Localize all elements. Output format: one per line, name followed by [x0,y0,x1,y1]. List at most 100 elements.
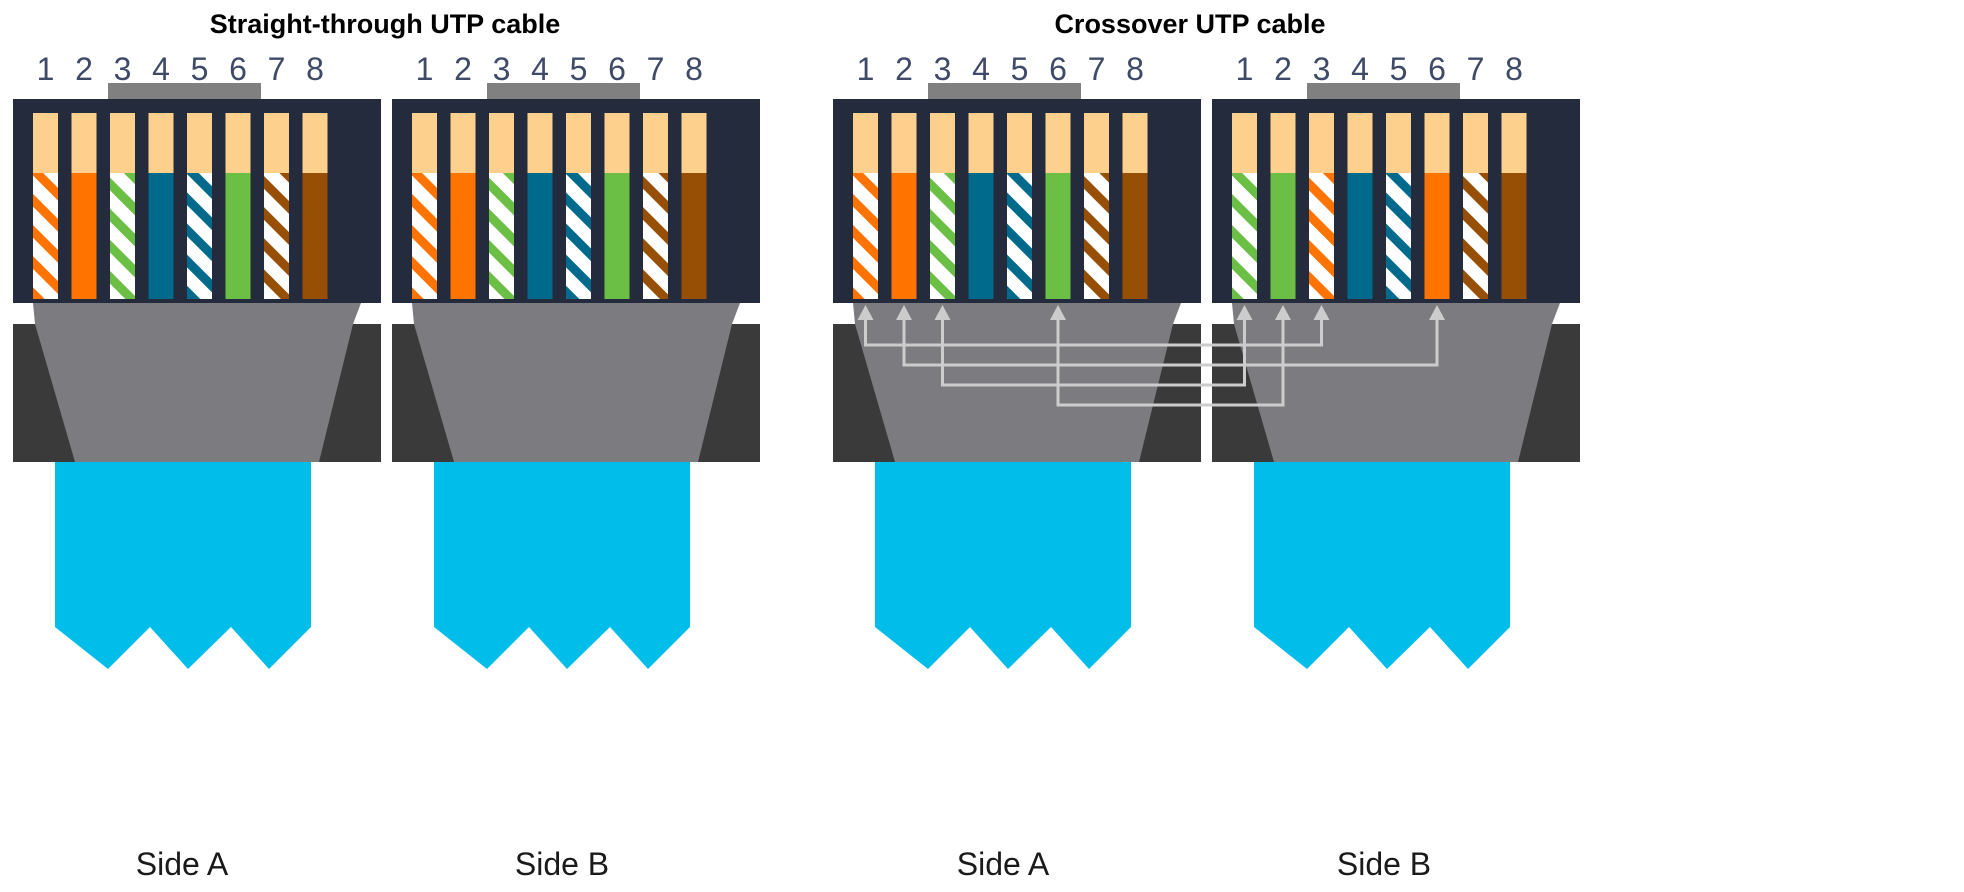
wire-brown-d0c1-8 [681,173,707,299]
side-label-straight-a: Side A [136,846,229,882]
arrow-head-icon [934,305,951,320]
crossover-link-3-to-1 [941,318,1246,387]
wire-brown-white-d1c0-7 [1084,173,1109,299]
wire-orange-white-d0c1-1 [412,173,437,299]
wire-green-white-d1c1-1 [1232,173,1257,299]
wire-brown-white-d0c1-7 [643,173,668,299]
pin-contact-d1c1-5 [1386,113,1411,173]
wire-blue-d0c1-4 [527,173,553,299]
strain-relief [33,303,361,462]
crossover-link-2-to-6 [902,318,1439,367]
pin-number-3: 3 [114,51,132,87]
wire-blue-white-d1c1-5 [1386,173,1411,299]
crossover-title: Crossover UTP cable [1054,9,1325,39]
strain-relief [412,303,740,462]
wire-blue-white-d0c0-5 [187,173,212,299]
straight-through-title: Straight-through UTP cable [210,9,561,39]
pin-contact-d1c1-8 [1501,113,1527,173]
wire-orange-white-d1c1-3 [1309,173,1334,299]
wire-green-d0c0-6 [225,173,251,299]
strain-relief [1232,303,1560,462]
pin-contact-d0c0-7 [264,113,289,173]
pin-contact-d0c1-5 [566,113,591,173]
wire-orange-white-d1c0-1 [853,173,878,299]
pin-number-6: 6 [1428,51,1446,87]
pin-number-4: 4 [152,51,170,87]
arrow-head-icon [1050,305,1066,320]
pin-number-8: 8 [685,51,703,87]
pin-contact-d1c0-2 [891,113,917,173]
pin-number-4: 4 [972,51,990,87]
pin-number-6: 6 [1049,51,1067,87]
arrow-head-icon [1429,305,1445,320]
pin-number-7: 7 [268,51,286,87]
pin-contact-d0c1-7 [643,113,668,173]
pin-number-2: 2 [75,51,93,87]
pin-contact-d0c0-1 [33,113,58,173]
pin-contact-d0c0-5 [187,113,212,173]
pin-number-2: 2 [1274,51,1292,87]
pin-number-4: 4 [531,51,549,87]
pin-contact-d1c0-5 [1007,113,1032,173]
wire-orange-white-d0c0-1 [33,173,58,299]
wire-brown-d1c1-8 [1501,173,1527,299]
pin-contact-d1c0-4 [968,113,994,173]
strain-relief [853,303,1181,462]
pin-contact-d0c0-6 [225,113,251,173]
pin-number-8: 8 [306,51,324,87]
pin-number-6: 6 [608,51,626,87]
pin-contact-d1c1-2 [1270,113,1296,173]
side-label-crossover-a: Side A [957,846,1050,882]
wire-blue-d1c0-4 [968,173,994,299]
cable-jacket [55,462,311,669]
crossover-wiring-arrows [857,305,1445,407]
pin-contact-d1c1-6 [1424,113,1450,173]
wire-brown-white-d0c0-7 [264,173,289,299]
pin-number-3: 3 [934,51,952,87]
pin-number-3: 3 [1313,51,1331,87]
wire-brown-d0c0-8 [302,173,328,299]
wire-blue-d0c0-4 [148,173,174,299]
pin-contact-d0c1-1 [412,113,437,173]
pin-contact-d1c1-7 [1463,113,1488,173]
wire-orange-d0c0-2 [71,173,97,299]
cable-jacket [875,462,1131,669]
pin-contact-d1c1-3 [1309,113,1334,173]
arrow-head-icon [1275,305,1291,320]
wire-green-white-d1c0-3 [930,173,955,299]
pin-contact-d0c0-4 [148,113,174,173]
arrow-head-icon [1236,305,1253,320]
wire-green-d1c0-6 [1045,173,1071,299]
pin-number-7: 7 [1467,51,1485,87]
pin-number-3: 3 [493,51,511,87]
pin-number-7: 7 [647,51,665,87]
pin-contact-d1c0-3 [930,113,955,173]
pin-number-1: 1 [1236,51,1254,87]
pin-number-2: 2 [895,51,913,87]
pin-contact-d1c0-6 [1045,113,1071,173]
wire-green-white-d0c0-3 [110,173,135,299]
arrow-head-icon [857,305,874,320]
pin-number-2: 2 [454,51,472,87]
pin-contact-d0c0-3 [110,113,135,173]
cable-jacket [1254,462,1510,669]
wire-brown-white-d1c1-7 [1463,173,1488,299]
wire-orange-d1c1-6 [1424,173,1450,299]
pin-contact-d0c1-4 [527,113,553,173]
pin-number-5: 5 [570,51,588,87]
pin-number-6: 6 [229,51,247,87]
arrow-head-icon [1313,305,1330,320]
latch-tab [1307,83,1460,99]
wire-blue-white-d1c0-5 [1007,173,1032,299]
pin-number-5: 5 [191,51,209,87]
pin-contact-d0c1-3 [489,113,514,173]
wire-green-d1c1-2 [1270,173,1296,299]
pin-number-5: 5 [1390,51,1408,87]
side-label-crossover-b: Side B [1337,846,1431,882]
wire-green-d0c1-6 [604,173,630,299]
wire-green-white-d0c1-3 [489,173,514,299]
